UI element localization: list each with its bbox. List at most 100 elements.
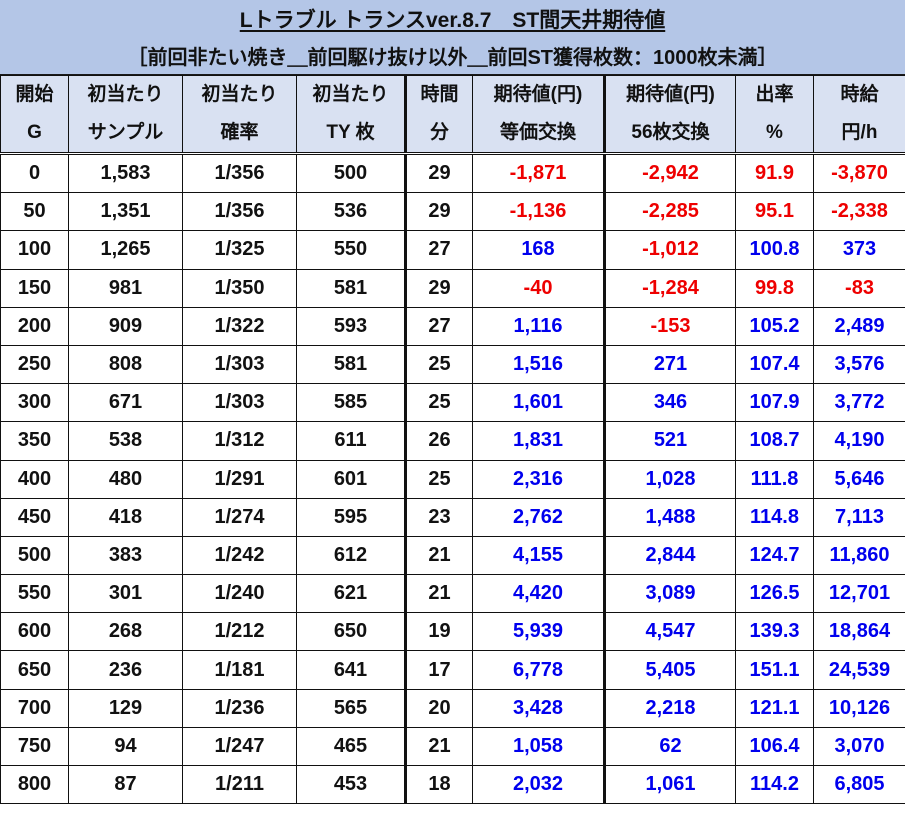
- cell-minutes: 19: [404, 612, 473, 652]
- cell-payout-rate: 91.9: [735, 152, 814, 194]
- cell-ev-equal-exchange: -1,136: [472, 192, 605, 232]
- cell-ev-equal-exchange: -1,871: [472, 152, 605, 194]
- cell-ev-56-exchange: -1,012: [603, 230, 736, 270]
- cell-payout-rate: 121.1: [735, 688, 814, 728]
- cell-sample: 87: [68, 764, 183, 805]
- col-header-minutes-line1: 時間: [404, 75, 473, 114]
- cell-ev-56-exchange: 2,218: [603, 688, 736, 728]
- cell-ty-coins: 621: [296, 574, 406, 614]
- cell-payout-rate: 139.3: [735, 612, 814, 652]
- sheet-subtitle: ［前回非たい焼き＿前回駆け抜け以外＿前回ST獲得枚数：1000枚未満］: [127, 47, 778, 69]
- cell-sample: 480: [68, 459, 183, 499]
- cell-ev-equal-exchange: 2,316: [472, 459, 605, 499]
- cell-probability: 1/350: [182, 268, 297, 308]
- cell-probability: 1/325: [182, 230, 297, 270]
- cell-minutes: 17: [404, 650, 473, 690]
- cell-probability: 1/303: [182, 383, 297, 423]
- cell-minutes: 29: [404, 192, 473, 232]
- col-header-ev-56-exchange-line1: 期待値(円): [603, 75, 736, 114]
- cell-ev-equal-exchange: 4,420: [472, 574, 605, 614]
- cell-payout-rate: 106.4: [735, 726, 814, 767]
- col-header-hourly-wage-line2: 円/h: [813, 114, 905, 155]
- cell-probability: 1/356: [182, 152, 297, 194]
- cell-probability: 1/212: [182, 612, 297, 652]
- col-header-ty-coins-line2: TY 枚: [296, 114, 406, 155]
- cell-ev-equal-exchange: -40: [472, 268, 605, 308]
- cell-ev-equal-exchange: 4,155: [472, 535, 605, 576]
- cell-probability: 1/236: [182, 688, 297, 728]
- cell-hourly-wage: 10,126: [813, 688, 905, 728]
- cell-sample: 301: [68, 574, 183, 614]
- cell-sample: 383: [68, 535, 183, 576]
- cell-sample: 418: [68, 497, 183, 537]
- expected-value-table: 開始 初当たり 初当たり 初当たり 時間 期待値(円) 期待値(円) 出率 時給 G サンプル 確率…: [0, 75, 905, 805]
- cell-ty-coins: 565: [296, 688, 406, 728]
- cell-start-g: 400: [0, 459, 69, 499]
- col-header-sample-line1: 初当たり: [68, 75, 183, 114]
- cell-probability: 1/312: [182, 421, 297, 461]
- cell-payout-rate: 124.7: [735, 535, 814, 576]
- cell-start-g: 600: [0, 612, 69, 652]
- cell-sample: 671: [68, 383, 183, 423]
- cell-ev-equal-exchange: 3,428: [472, 688, 605, 728]
- cell-payout-rate: 114.2: [735, 764, 814, 805]
- col-header-start-g-line2: G: [0, 114, 69, 155]
- table-row: 250 808 1/303 581 25 1,516 271 107.4 3,576: [0, 344, 905, 385]
- cell-start-g: 700: [0, 688, 69, 728]
- cell-probability: 1/181: [182, 650, 297, 690]
- cell-payout-rate: 126.5: [735, 574, 814, 614]
- cell-minutes: 25: [404, 344, 473, 385]
- col-header-ev-equal-exchange-line1: 期待値(円): [472, 75, 605, 114]
- cell-ev-equal-exchange: 2,762: [472, 497, 605, 537]
- cell-ty-coins: 465: [296, 726, 406, 767]
- cell-ty-coins: 611: [296, 421, 406, 461]
- cell-start-g: 650: [0, 650, 69, 690]
- table-row: 450 418 1/274 595 23 2,762 1,488 114.8 7,113: [0, 497, 905, 537]
- cell-sample: 94: [68, 726, 183, 767]
- cell-minutes: 23: [404, 497, 473, 537]
- cell-ty-coins: 453: [296, 764, 406, 805]
- cell-sample: 538: [68, 421, 183, 461]
- table-row: 300 671 1/303 585 25 1,601 346 107.9 3,772: [0, 383, 905, 423]
- cell-hourly-wage: 18,864: [813, 612, 905, 652]
- cell-hourly-wage: -3,870: [813, 152, 905, 194]
- cell-hourly-wage: 373: [813, 230, 905, 270]
- cell-payout-rate: 95.1: [735, 192, 814, 232]
- table-row: 0 1,583 1/356 500 29 -1,871 -2,942 91.9 -3,870: [0, 152, 905, 194]
- cell-ty-coins: 581: [296, 268, 406, 308]
- table-body: 0 1,583 1/356 500 29 -1,871 -2,942 91.9 -3,870 50…: [0, 152, 905, 805]
- cell-payout-rate: 114.8: [735, 497, 814, 537]
- cell-ev-56-exchange: 346: [603, 383, 736, 423]
- cell-minutes: 21: [404, 535, 473, 576]
- table-row: 500 383 1/242 612 21 4,155 2,844 124.7 11,860: [0, 535, 905, 576]
- cell-sample: 1,583: [68, 152, 183, 194]
- cell-hourly-wage: 4,190: [813, 421, 905, 461]
- cell-ty-coins: 595: [296, 497, 406, 537]
- table-row: 650 236 1/181 641 17 6,778 5,405 151.1 24,539: [0, 650, 905, 690]
- cell-start-g: 500: [0, 535, 69, 576]
- cell-payout-rate: 107.9: [735, 383, 814, 423]
- cell-ty-coins: 641: [296, 650, 406, 690]
- cell-ev-56-exchange: -2,285: [603, 192, 736, 232]
- cell-ev-56-exchange: 5,405: [603, 650, 736, 690]
- cell-start-g: 100: [0, 230, 69, 270]
- cell-start-g: 750: [0, 726, 69, 767]
- table-row: 200 909 1/322 593 27 1,116 -153 105.2 2,489: [0, 306, 905, 346]
- cell-probability: 1/242: [182, 535, 297, 576]
- cell-ev-56-exchange: 271: [603, 344, 736, 385]
- cell-ev-56-exchange: 3,089: [603, 574, 736, 614]
- col-header-start-g-line1: 開始: [0, 75, 69, 114]
- table-row: 700 129 1/236 565 20 3,428 2,218 121.1 10,126: [0, 688, 905, 728]
- table-row: 50 1,351 1/356 536 29 -1,136 -2,285 95.1 -2,338: [0, 192, 905, 232]
- cell-minutes: 27: [404, 230, 473, 270]
- cell-hourly-wage: 6,805: [813, 764, 905, 805]
- cell-ev-equal-exchange: 2,032: [472, 764, 605, 805]
- cell-ev-equal-exchange: 168: [472, 230, 605, 270]
- table-row: 800 87 1/211 453 18 2,032 1,061 114.2 6,805: [0, 764, 905, 805]
- cell-probability: 1/211: [182, 764, 297, 805]
- cell-payout-rate: 151.1: [735, 650, 814, 690]
- cell-start-g: 450: [0, 497, 69, 537]
- cell-ev-56-exchange: 62: [603, 726, 736, 767]
- cell-payout-rate: 111.8: [735, 459, 814, 499]
